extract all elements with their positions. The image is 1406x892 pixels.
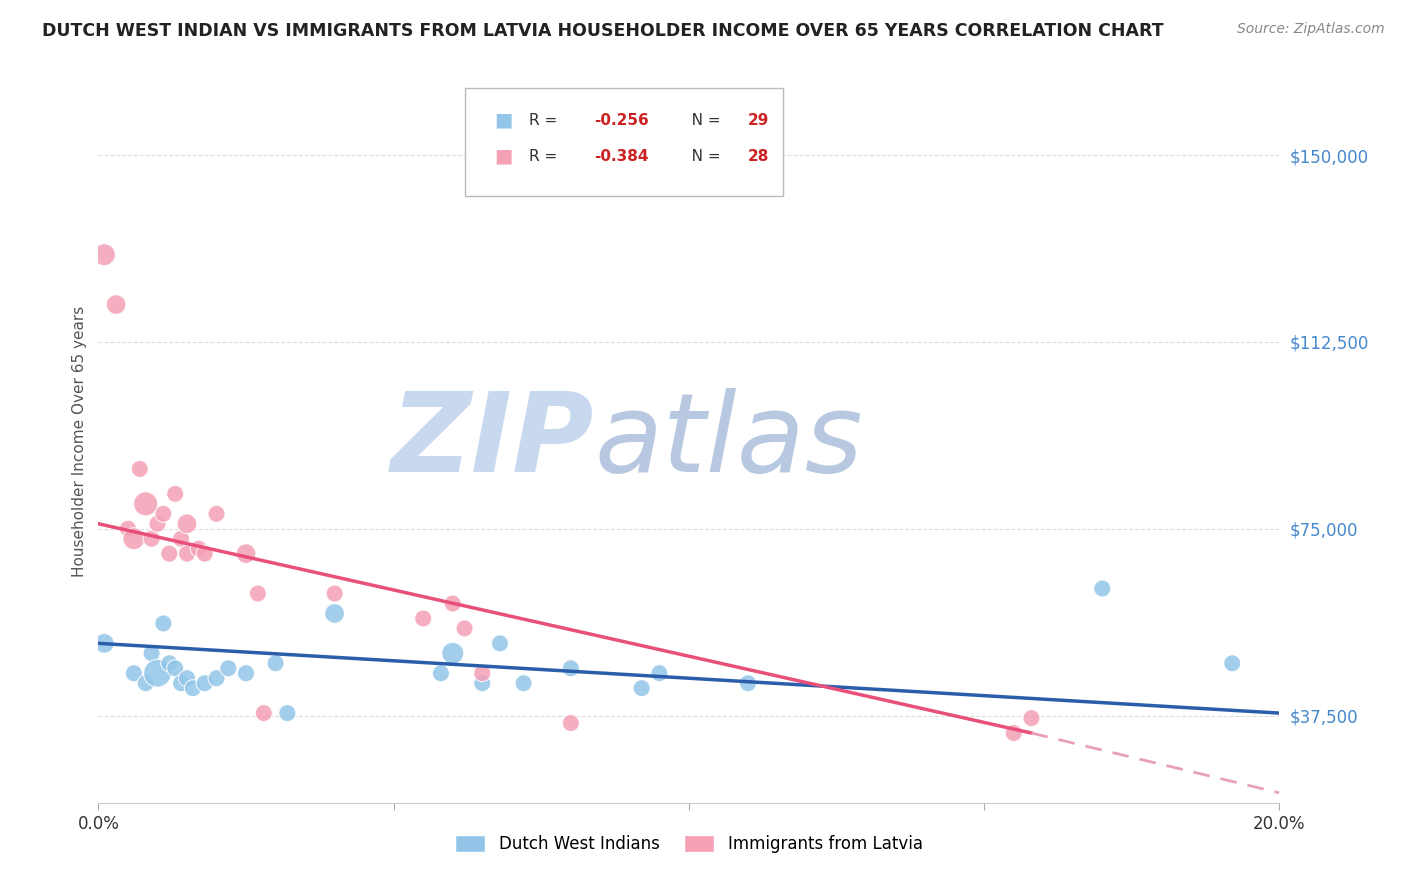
Point bbox=[117, 522, 139, 536]
Point bbox=[1021, 711, 1043, 725]
Point bbox=[630, 681, 652, 696]
Text: R =: R = bbox=[530, 112, 562, 128]
Point bbox=[152, 507, 174, 521]
Text: ■: ■ bbox=[494, 111, 512, 129]
Point bbox=[737, 676, 759, 690]
Point bbox=[176, 516, 198, 531]
Point bbox=[135, 676, 157, 690]
Point bbox=[146, 516, 169, 531]
Point bbox=[1002, 726, 1025, 740]
Text: DUTCH WEST INDIAN VS IMMIGRANTS FROM LATVIA HOUSEHOLDER INCOME OVER 65 YEARS COR: DUTCH WEST INDIAN VS IMMIGRANTS FROM LAT… bbox=[42, 22, 1164, 40]
Point bbox=[146, 666, 169, 681]
Point bbox=[471, 676, 494, 690]
Point bbox=[141, 646, 163, 660]
Legend: Dutch West Indians, Immigrants from Latvia: Dutch West Indians, Immigrants from Latv… bbox=[449, 828, 929, 860]
Point bbox=[253, 706, 276, 720]
Point bbox=[105, 297, 128, 311]
Text: 28: 28 bbox=[748, 149, 769, 163]
Point bbox=[430, 666, 453, 681]
Point bbox=[560, 661, 582, 675]
Point bbox=[165, 487, 187, 501]
Point bbox=[152, 616, 174, 631]
Point bbox=[217, 661, 239, 675]
Point bbox=[194, 676, 217, 690]
Point bbox=[412, 611, 434, 625]
FancyBboxPatch shape bbox=[464, 87, 783, 196]
Point bbox=[93, 636, 115, 650]
Text: ■: ■ bbox=[494, 146, 512, 166]
Point bbox=[170, 532, 193, 546]
Point bbox=[276, 706, 298, 720]
Point bbox=[1220, 657, 1243, 671]
Point bbox=[1091, 582, 1114, 596]
Point bbox=[512, 676, 534, 690]
Point bbox=[165, 661, 187, 675]
Point bbox=[122, 532, 145, 546]
Text: -0.384: -0.384 bbox=[595, 149, 650, 163]
Text: 29: 29 bbox=[748, 112, 769, 128]
Text: Source: ZipAtlas.com: Source: ZipAtlas.com bbox=[1237, 22, 1385, 37]
Point bbox=[648, 666, 671, 681]
Point bbox=[176, 547, 198, 561]
Text: N =: N = bbox=[678, 149, 725, 163]
Y-axis label: Householder Income Over 65 years: Householder Income Over 65 years bbox=[72, 306, 87, 577]
Point bbox=[235, 547, 257, 561]
Point bbox=[205, 671, 228, 685]
Point bbox=[453, 621, 475, 635]
Point bbox=[441, 597, 464, 611]
Point bbox=[194, 547, 217, 561]
Point bbox=[323, 607, 346, 621]
Point bbox=[122, 666, 145, 681]
Point bbox=[170, 676, 193, 690]
Point bbox=[181, 681, 204, 696]
Point bbox=[235, 666, 257, 681]
Text: ZIP: ZIP bbox=[391, 388, 595, 495]
Point bbox=[560, 716, 582, 731]
Point bbox=[141, 532, 163, 546]
Point bbox=[157, 657, 180, 671]
Point bbox=[176, 671, 198, 685]
Point bbox=[471, 666, 494, 681]
Point bbox=[93, 248, 115, 262]
Point bbox=[264, 657, 287, 671]
Point bbox=[205, 507, 228, 521]
Point bbox=[441, 646, 464, 660]
Point bbox=[135, 497, 157, 511]
Point bbox=[246, 586, 269, 600]
Text: atlas: atlas bbox=[595, 388, 863, 495]
Text: -0.256: -0.256 bbox=[595, 112, 650, 128]
Text: R =: R = bbox=[530, 149, 562, 163]
Point bbox=[157, 547, 180, 561]
Point bbox=[489, 636, 512, 650]
Point bbox=[187, 541, 209, 556]
Point bbox=[323, 586, 346, 600]
Point bbox=[128, 462, 150, 476]
Text: N =: N = bbox=[678, 112, 725, 128]
